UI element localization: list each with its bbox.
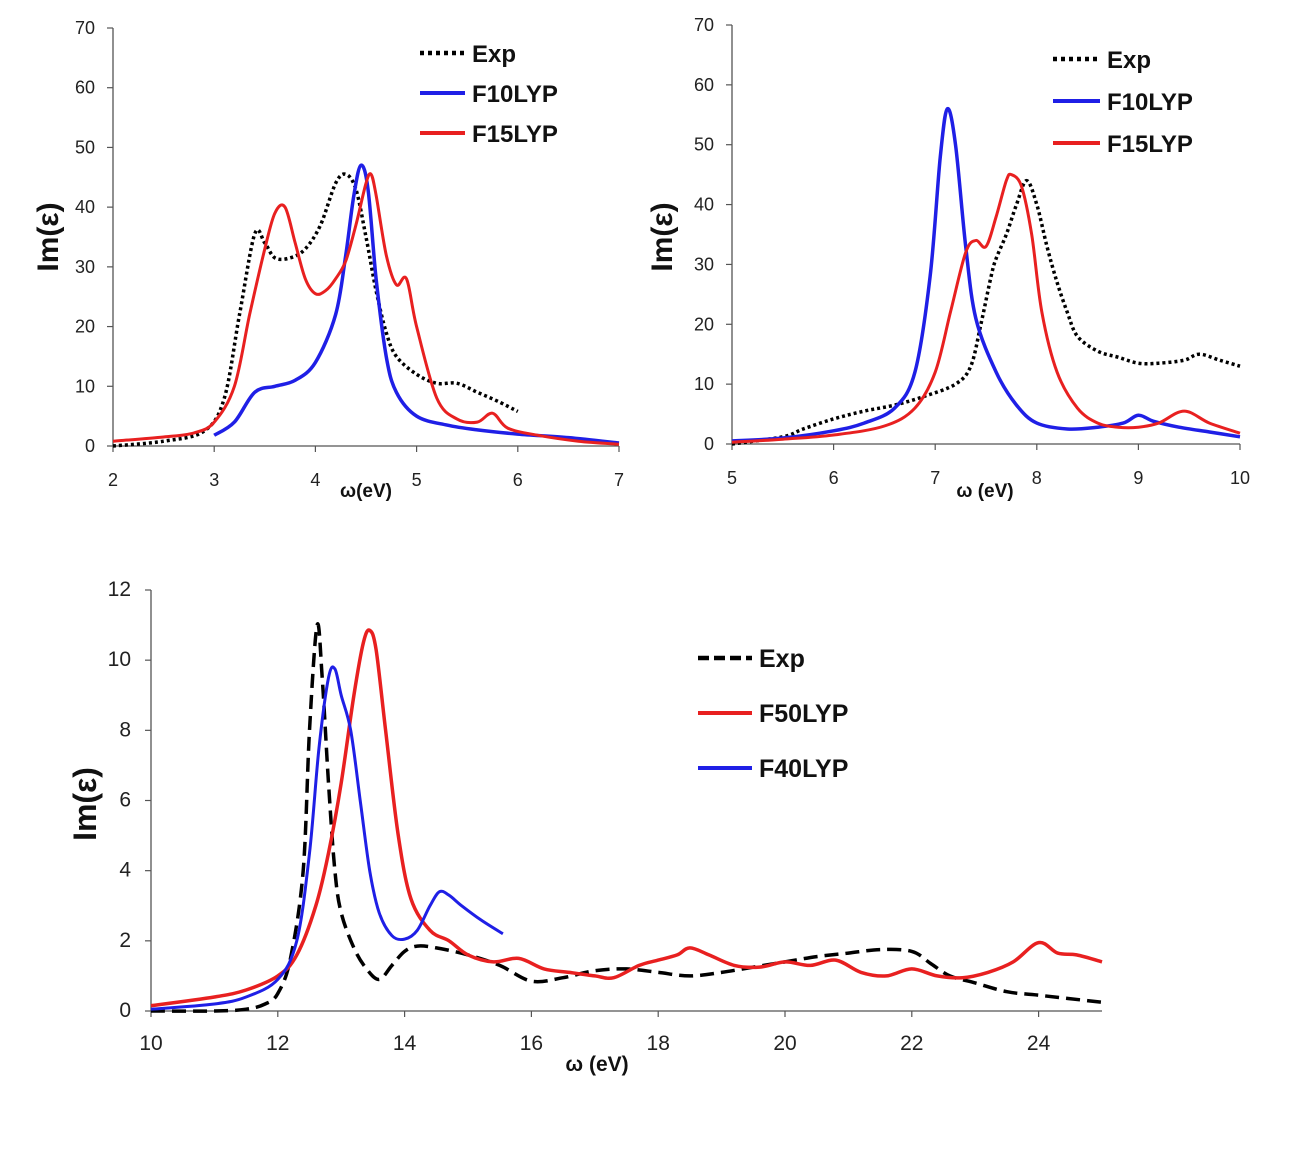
legend-label: F50LYP [759,700,848,728]
y-tick-label: 6 [119,789,131,812]
x-tick-label: 10 [139,1032,162,1055]
y-tick-label: 0 [85,436,95,456]
y-tick-label: 8 [119,718,131,741]
x-tick-label: 6 [829,468,839,488]
x-tick-label: 10 [1230,468,1250,488]
x-tick-label: 2 [108,470,118,490]
legend-label: F40LYP [759,755,848,783]
x-tick-label: 8 [1032,468,1042,488]
series-line-f40lyp [150,665,504,1011]
y-tick-label: 10 [108,648,131,671]
x-axis-label: ω(eV) [340,481,392,502]
series-line-exp [112,172,519,448]
y-tick-label: 40 [694,195,714,215]
y-tick-label: 12 [108,578,131,601]
x-tick-label: 12 [266,1032,289,1055]
legend-label: F10LYP [472,81,558,108]
y-tick-label: 4 [119,859,131,882]
y-tick-label: 30 [75,257,95,277]
y-tick-label: 60 [694,75,714,95]
y-tick-label: 60 [75,78,95,98]
series-line-f15lyp [731,172,1241,444]
y-tick-label: 20 [694,314,714,334]
chart-top-left: 0 10 20 30 40 50 60 70 2 3 4 5 6 7 Im(ε) ω(eV) Exp F10LYP… [32,18,624,502]
x-tick-label: 22 [900,1032,923,1055]
x-tick-label: 18 [647,1032,670,1055]
series-line-f10lyp [731,107,1241,443]
series-line-exp [150,621,1103,1013]
y-tick-label: 20 [75,317,95,337]
y-axis-label: Im(ε) [67,767,103,841]
x-tick-label: 14 [393,1032,417,1055]
series-line-f10lyp [213,163,620,445]
legend-label: Exp [472,41,516,68]
y-tick-label: 0 [704,434,714,454]
legend-label: F15LYP [472,121,558,148]
legend-label: Exp [759,645,805,673]
y-tick-label: 40 [75,197,95,217]
x-tick-label: 9 [1133,468,1143,488]
series-line-f50lyp [150,628,1103,1008]
y-tick-label: 2 [119,929,131,952]
x-tick-label: 5 [727,468,737,488]
chart-top-right: 0 10 20 30 40 50 60 70 5 6 7 8 9 10 Im(ε) ω (eV) Exp F10L… [646,15,1250,502]
legend-label: Exp [1107,47,1151,74]
y-tick-label: 70 [694,15,714,35]
y-axis-label: Im(ε) [646,202,679,271]
y-axis-label: Im(ε) [32,202,65,271]
x-tick-label: 24 [1027,1032,1051,1055]
y-tick-label: 50 [75,137,95,157]
x-axis-label: ω (eV) [565,1053,628,1076]
legend-label: F15LYP [1107,131,1193,158]
x-tick-label: 4 [310,470,320,490]
x-tick-label: 3 [209,470,219,490]
y-tick-label: 0 [119,999,131,1022]
y-tick-label: 70 [75,18,95,38]
x-tick-label: 7 [614,470,624,490]
x-axis-label: ω (eV) [956,481,1013,502]
legend-label: F10LYP [1107,89,1193,116]
y-tick-label: 30 [694,254,714,274]
x-tick-label: 16 [520,1032,543,1055]
x-tick-label: 7 [930,468,940,488]
y-tick-label: 10 [75,376,95,396]
y-tick-label: 50 [694,135,714,155]
y-tick-label: 10 [694,374,714,394]
x-tick-label: 20 [773,1032,796,1055]
series-line-f15lyp [112,172,620,446]
x-tick-label: 5 [412,470,422,490]
x-tick-label: 6 [513,470,523,490]
